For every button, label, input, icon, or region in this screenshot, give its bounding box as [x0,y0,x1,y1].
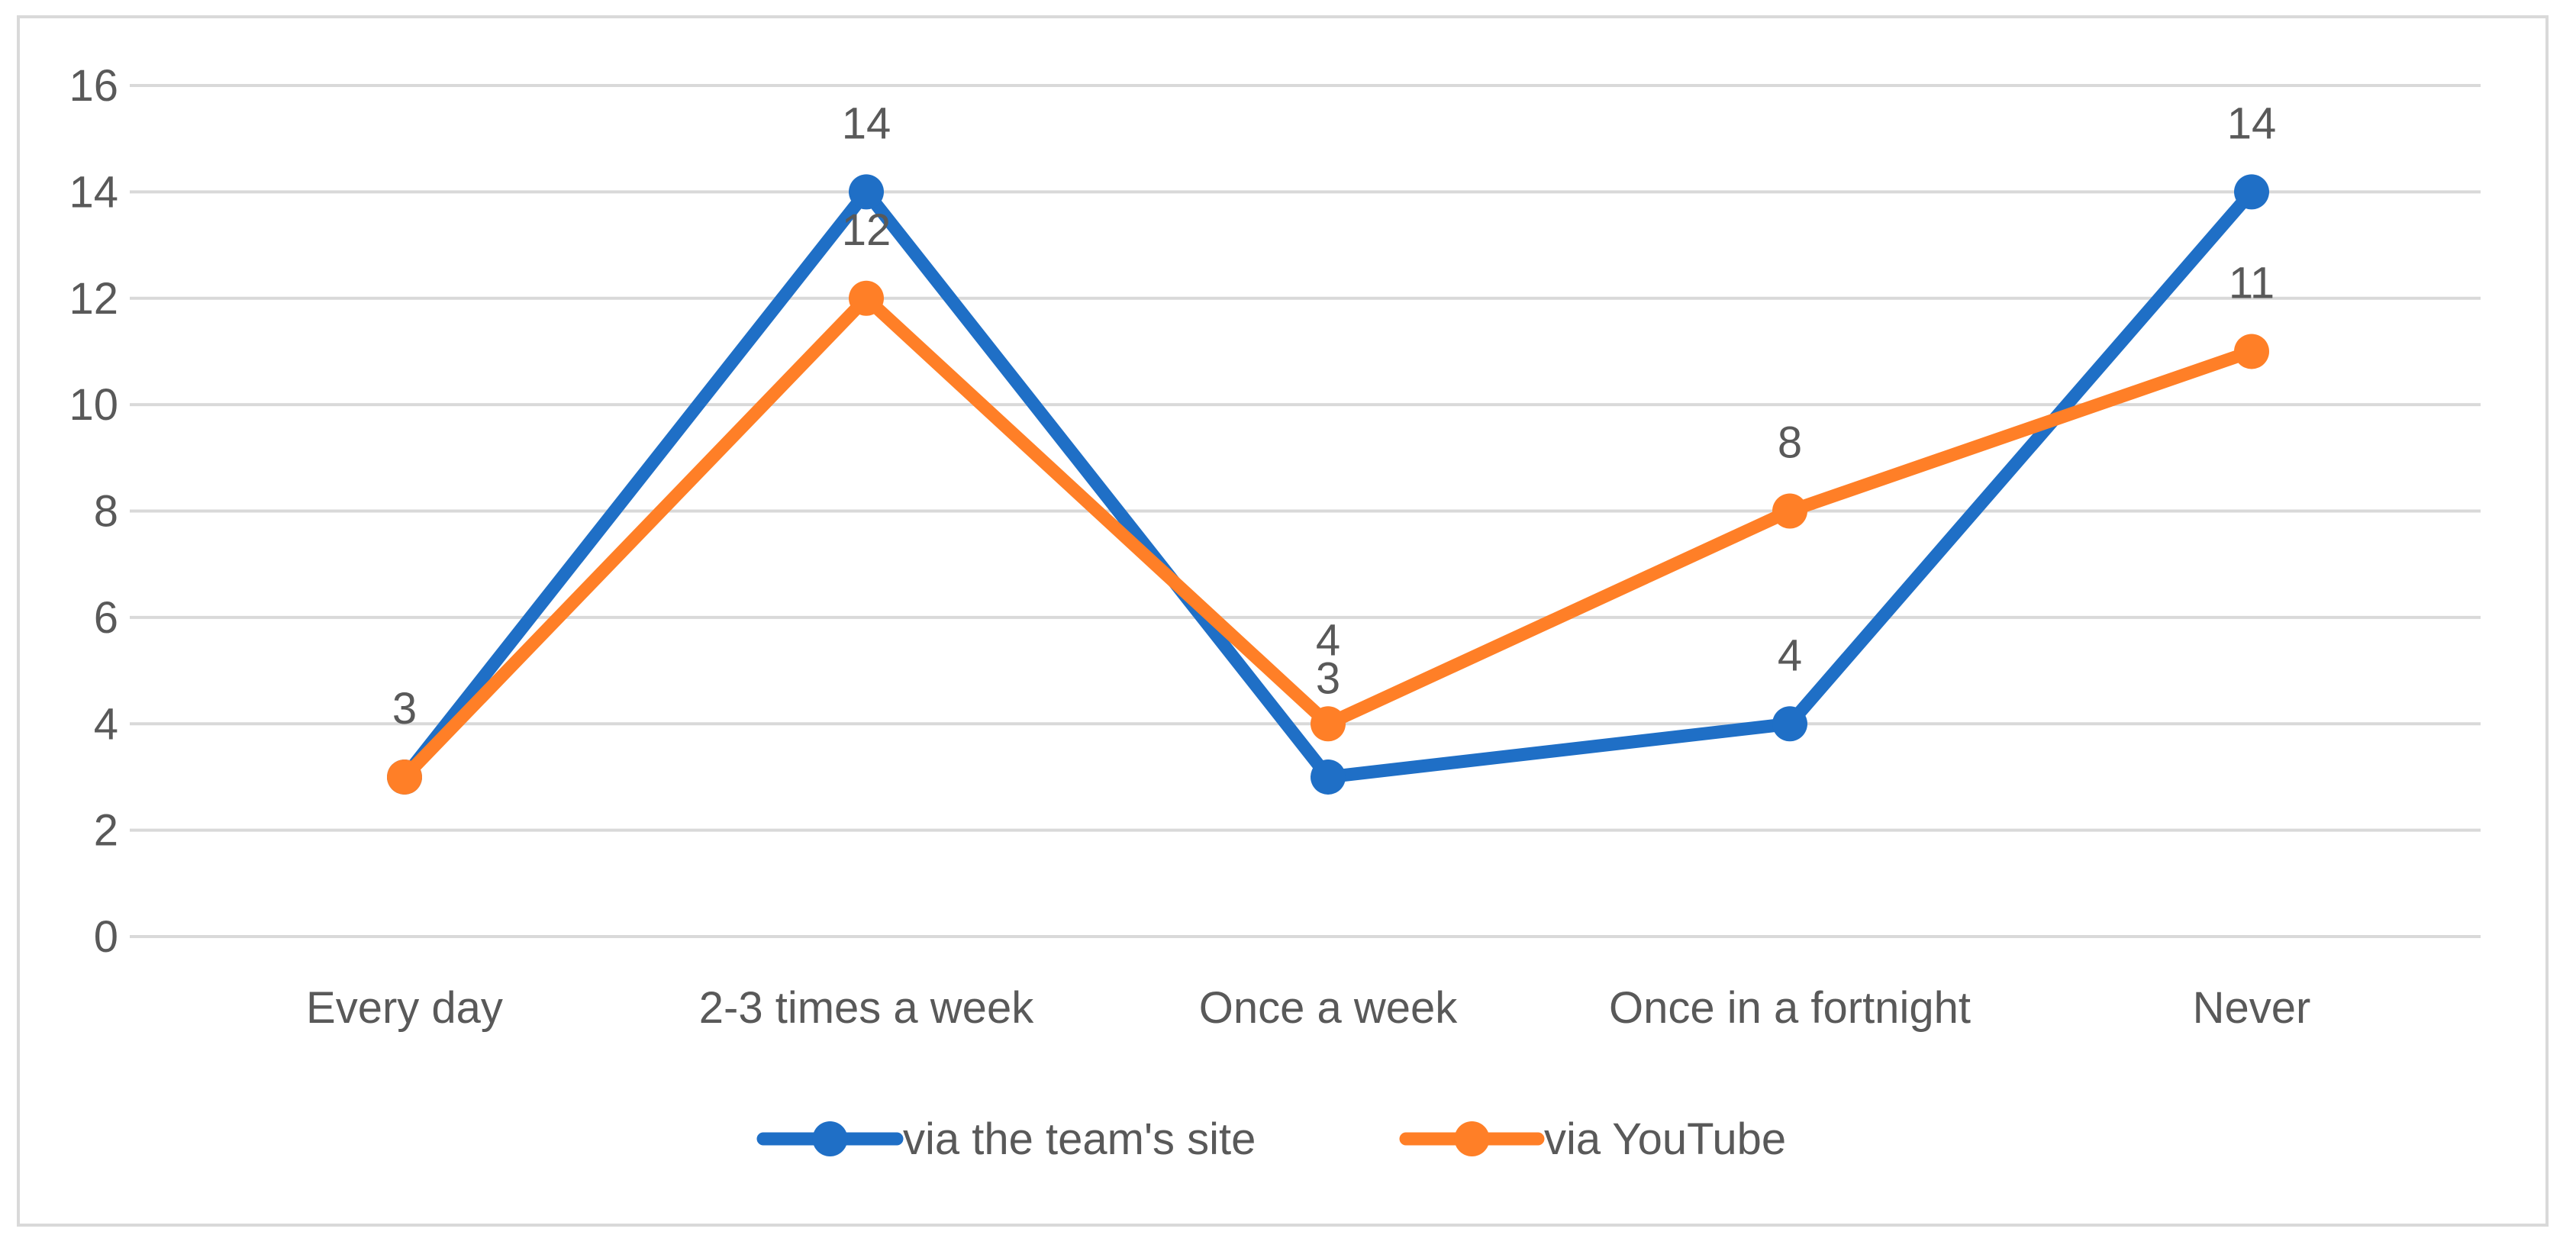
data-label: 4 [1778,630,1802,680]
legend-label: via YouTube [1544,1114,1786,1164]
data-point [1311,706,1346,742]
x-category-label: Once a week [1199,983,1459,1033]
y-tick-label: 8 [94,487,118,537]
data-point [1772,706,1807,742]
legend-label: via the team's site [903,1114,1256,1164]
x-axis-categories: Every day 2-3 times a week Once a week Once… [306,983,2310,1033]
legend-marker [1454,1121,1490,1156]
data-label: 4 [1316,615,1340,665]
x-category-label: Never [2193,983,2311,1033]
data-label: 11 [2229,258,2275,308]
y-tick-label: 10 [69,380,118,430]
data-label: 8 [1778,418,1802,468]
data-point [1311,759,1346,795]
gridlines [130,84,2481,938]
data-label: 3 [392,684,417,734]
y-tick-label: 16 [69,61,118,111]
data-point [1772,493,1807,529]
data-point [2234,174,2269,210]
data-label: 14 [842,98,891,148]
data-label: 12 [842,205,891,255]
data-label: 14 [2227,98,2277,148]
y-tick-label: 0 [94,912,118,962]
chart-frame [17,15,2549,1227]
data-point [387,759,422,795]
y-tick-label: 12 [69,274,118,324]
y-tick-label: 14 [69,167,118,217]
y-tick-label: 6 [94,593,118,643]
data-point [849,280,884,316]
data-label: 3 [1316,653,1340,703]
x-category-label: 2-3 times a week [699,983,1034,1033]
data-point [849,174,884,210]
y-tick-label: 2 [94,806,118,856]
data-point [2234,334,2269,369]
series-line-1 [398,292,2258,784]
y-tick-label: 4 [94,699,118,749]
legend: via the team's site via YouTube [756,1114,1786,1164]
x-category-label: Every day [306,983,503,1033]
y-axis-ticks: 0 2 4 6 8 10 12 14 16 [69,61,118,962]
series-lines [387,174,2269,795]
legend-marker [812,1121,848,1156]
x-category-label: Once in a fortnight [1609,983,1971,1033]
